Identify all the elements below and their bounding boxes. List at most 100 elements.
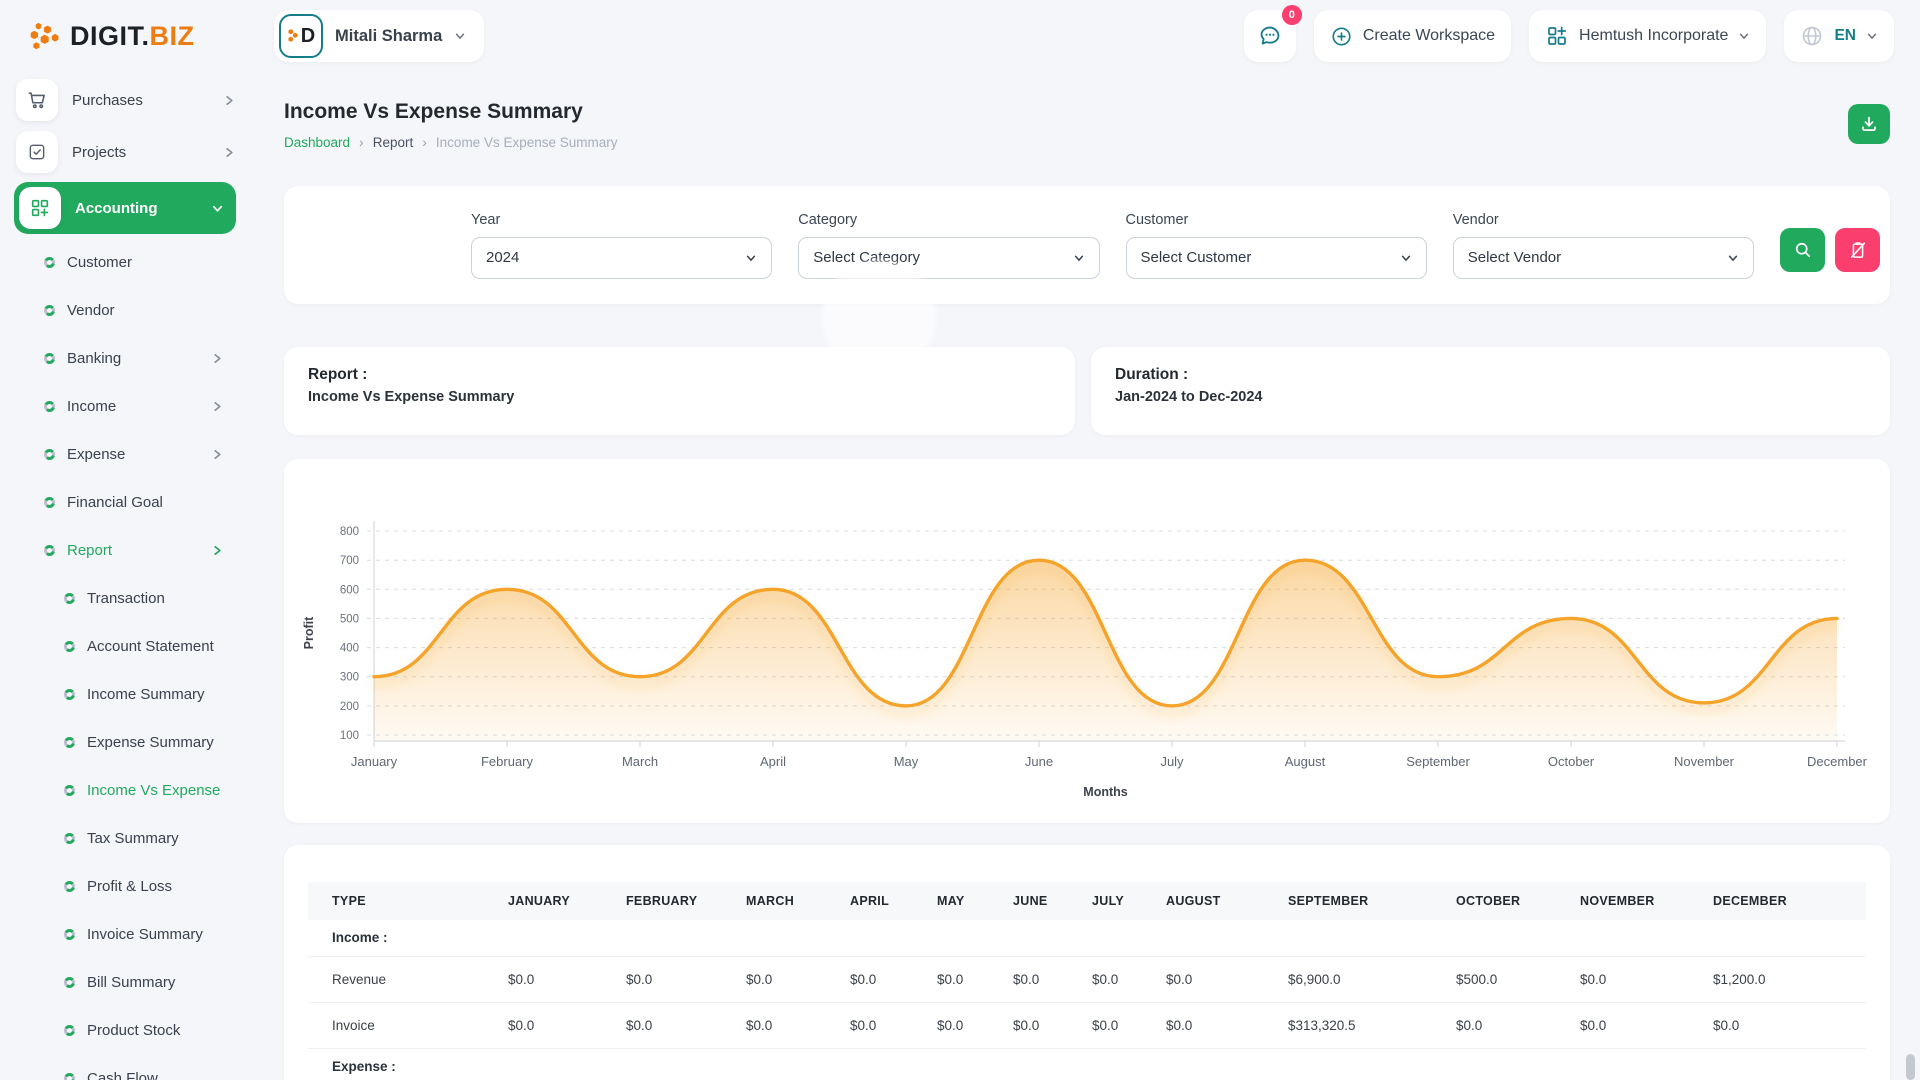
sidebar-item-report[interactable]: Report [0, 526, 250, 574]
customer-select[interactable]: Select Customer [1126, 237, 1427, 279]
report-info-card: Report : Income Vs Expense Summary [284, 347, 1075, 435]
chat-icon [1257, 23, 1283, 49]
svg-text:Profit: Profit [302, 616, 316, 649]
table-cell: $0.0 [937, 1002, 1013, 1048]
bullet-ring-icon [64, 1025, 75, 1036]
sidebar-item-income-summary[interactable]: Income Summary [0, 670, 250, 718]
sidebar-item-customer[interactable]: Customer [0, 238, 250, 286]
sidebar-item-accounting[interactable]: Accounting [14, 182, 236, 234]
page-title: Income Vs Expense Summary [284, 100, 1890, 124]
filter-year-label: Year [471, 212, 772, 228]
sidebar-item-purchases[interactable]: Purchases [0, 74, 250, 126]
table-cell: $0.0 [1456, 1002, 1580, 1048]
svg-text:Months: Months [1083, 785, 1127, 799]
table-section-label: Expense : [308, 1048, 1866, 1080]
table-cell: $0.0 [626, 956, 746, 1002]
sidebar-item-invoice-summary[interactable]: Invoice Summary [0, 910, 250, 958]
page-head: Income Vs Expense Summary Dashboard › Re… [284, 100, 1890, 150]
download-icon [1858, 113, 1880, 135]
category-select-value: Select Category [813, 249, 1072, 266]
report-info-title: Report : [308, 366, 1051, 384]
download-button[interactable] [1848, 104, 1890, 144]
grid-plus-icon [19, 187, 61, 229]
table-cell: $0.0 [1580, 1002, 1713, 1048]
chevron-right-icon [211, 400, 224, 413]
sidebar-item-cash-flow[interactable]: Cash Flow [0, 1054, 250, 1080]
svg-text:January: January [351, 754, 398, 769]
sidebar-item-account-statement[interactable]: Account Statement [0, 622, 250, 670]
year-select-value: 2024 [486, 249, 745, 266]
user-menu[interactable]: D Mitali Sharma [274, 10, 484, 62]
sidebar-item-label: Projects [72, 144, 223, 161]
table-row-type: Invoice [308, 1002, 508, 1048]
sidebar-item-label: Transaction [87, 590, 224, 607]
sidebar-item-expense[interactable]: Expense [0, 430, 250, 478]
sidebar-item-transaction[interactable]: Transaction [0, 574, 250, 622]
category-select[interactable]: Select Category [798, 237, 1099, 279]
table-cell: $0.0 [937, 956, 1013, 1002]
svg-text:100: 100 [340, 730, 359, 742]
sidebar-item-profit-loss[interactable]: Profit & Loss [0, 862, 250, 910]
language-selector[interactable]: EN [1784, 10, 1894, 62]
sidebar-item-label: Purchases [72, 92, 223, 109]
duration-info-value: Jan-2024 to Dec-2024 [1115, 389, 1866, 405]
chat-button[interactable]: 0 [1244, 10, 1296, 62]
svg-text:400: 400 [340, 643, 359, 655]
chevron-right-icon [223, 146, 236, 159]
sidebar-item-vendor[interactable]: Vendor [0, 286, 250, 334]
bullet-ring-icon [64, 833, 75, 844]
workspace-selector[interactable]: Hemtush Incorporate [1529, 10, 1766, 62]
table-header-cell: JUNE [1013, 882, 1092, 920]
table-header-cell: MAY [937, 882, 1013, 920]
filter-year: Year 2024 [471, 212, 772, 279]
create-workspace-button[interactable]: Create Workspace [1314, 10, 1511, 62]
filter-bar: Year 2024 Category Select Category Custo… [284, 186, 1890, 304]
breadcrumb-dashboard[interactable]: Dashboard [284, 135, 350, 150]
svg-text:800: 800 [340, 526, 359, 538]
chevron-down-icon [1727, 252, 1739, 264]
sidebar-item-projects[interactable]: Projects [0, 126, 250, 178]
sidebar-item-label: Report [67, 542, 211, 559]
bullet-ring-icon [44, 449, 55, 460]
sidebar-item-label: Customer [67, 254, 224, 271]
reset-button[interactable] [1835, 228, 1880, 272]
breadcrumb-current: Income Vs Expense Summary [436, 135, 618, 150]
sidebar-item-income-vs-expense[interactable]: Income Vs Expense [0, 766, 250, 814]
filter-customer-label: Customer [1126, 212, 1427, 228]
table-header-cell: SEPTEMBER [1288, 882, 1456, 920]
table-cell: $0.0 [1013, 1002, 1092, 1048]
bullet-ring-icon [64, 593, 75, 604]
bullet-ring-icon [64, 641, 75, 652]
svg-text:September: September [1406, 754, 1470, 769]
chevron-down-icon [1400, 252, 1412, 264]
brand-wordmark: DIGIT.BIZ [70, 21, 195, 52]
sidebar-item-banking[interactable]: Banking [0, 334, 250, 382]
vendor-select[interactable]: Select Vendor [1453, 237, 1754, 279]
year-select[interactable]: 2024 [471, 237, 772, 279]
sidebar-item-tax-summary[interactable]: Tax Summary [0, 814, 250, 862]
chevron-down-icon [1866, 30, 1878, 42]
sidebar-item-product-stock[interactable]: Product Stock [0, 1006, 250, 1054]
table-cell: $0.0 [1092, 956, 1166, 1002]
table-row: Invoice$0.0$0.0$0.0$0.0$0.0$0.0$0.0$0.0$… [308, 1002, 1866, 1048]
cart-icon [16, 79, 58, 121]
profit-area-chart: 800700600500400300200100JanuaryFebruaryM… [297, 473, 1878, 809]
search-button[interactable] [1780, 228, 1825, 272]
breadcrumb-report[interactable]: Report [373, 135, 414, 150]
page-scrollbar[interactable] [1906, 1054, 1915, 1080]
avatar: D [279, 14, 323, 58]
table-cell: $0.0 [746, 956, 850, 1002]
summary-table-card: TYPEJANUARYFEBRUARYMARCHAPRILMAYJUNEJULY… [284, 845, 1890, 1080]
table-section-label: Income : [308, 920, 1866, 956]
table-header-cell: AUGUST [1166, 882, 1288, 920]
bullet-ring-icon [64, 1073, 75, 1080]
table-header-cell: MARCH [746, 882, 850, 920]
table-section-row: Expense : [308, 1048, 1866, 1080]
income-vs-expense-table: TYPEJANUARYFEBRUARYMARCHAPRILMAYJUNEJULY… [308, 882, 1866, 1080]
sidebar-item-expense-summary[interactable]: Expense Summary [0, 718, 250, 766]
chevron-down-icon [745, 252, 757, 264]
sidebar-item-bill-summary[interactable]: Bill Summary [0, 958, 250, 1006]
sidebar-item-income[interactable]: Income [0, 382, 250, 430]
breadcrumb-separator-icon: › [422, 134, 427, 150]
sidebar-item-financial-goal[interactable]: Financial Goal [0, 478, 250, 526]
